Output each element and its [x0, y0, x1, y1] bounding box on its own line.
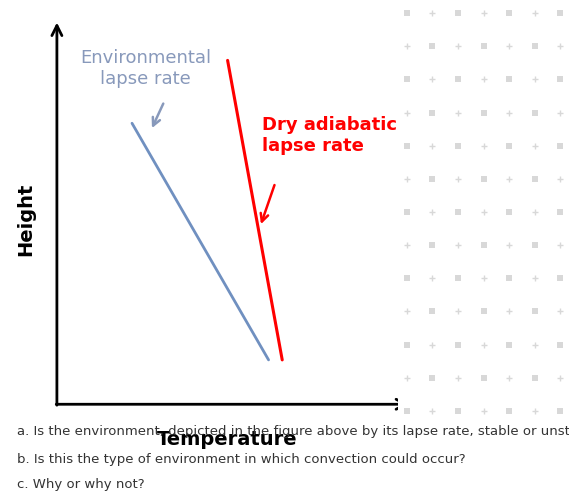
Text: a. Is the environment, depicted in the figure above by its lapse rate, stable or: a. Is the environment, depicted in the f…: [17, 425, 569, 438]
Text: c. Why or why not?: c. Why or why not?: [17, 478, 145, 491]
Text: Height: Height: [17, 183, 36, 256]
Text: Temperature: Temperature: [157, 430, 298, 449]
Text: b. Is this the type of environment in which convection could occur?: b. Is this the type of environment in wh…: [17, 453, 465, 465]
Text: Environmental
lapse rate: Environmental lapse rate: [80, 49, 211, 88]
Text: Dry adiabatic
lapse rate: Dry adiabatic lapse rate: [262, 116, 397, 155]
